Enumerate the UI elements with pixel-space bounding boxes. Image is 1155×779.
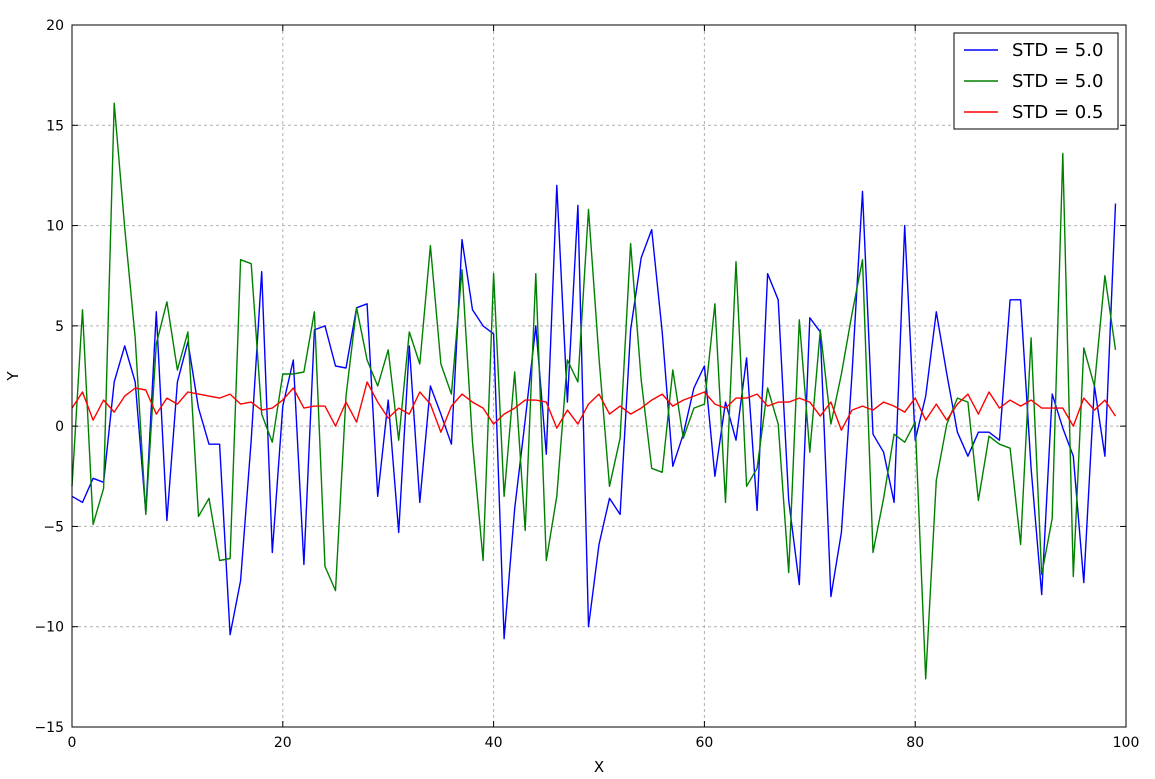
plot-background [72, 25, 1126, 727]
y-tick-label: 5 [55, 319, 64, 335]
series-line-2 [71, 381, 1117, 433]
x-tick-label: 60 [695, 735, 713, 751]
y-tick-label: 20 [46, 18, 64, 34]
x-tick-label: 40 [485, 735, 503, 751]
x-tick-label: 80 [906, 735, 924, 751]
x-axis-label: X [594, 758, 604, 776]
legend-label-0: STD = 5.0 [1012, 40, 1103, 61]
legend-label-2: STD = 0.5 [1012, 102, 1103, 123]
y-tick-label: −10 [34, 620, 64, 636]
legend-label-1: STD = 5.0 [1012, 71, 1103, 92]
y-tick-label: 10 [46, 219, 64, 235]
series-line-0 [71, 184, 1117, 640]
x-tick-label: 100 [1113, 735, 1140, 751]
x-tick-label: 20 [274, 735, 292, 751]
series-line-1 [71, 102, 1117, 680]
legend: STD = 5.0 STD = 5.0 STD = 0.5 [953, 32, 1119, 130]
y-axis-label: Y [4, 371, 22, 382]
y-tick-label: −5 [43, 519, 64, 535]
axis-ticks: 0 20 40 60 80 100 −15 −10 −5 0 5 10 15 20 [34, 18, 1139, 751]
plot-frame [71, 24, 1127, 728]
grid-lines [72, 25, 1126, 727]
y-tick-label: −15 [34, 720, 64, 736]
x-tick-label: 0 [68, 735, 77, 751]
series-group [71, 102, 1117, 680]
y-tick-label: 0 [55, 419, 64, 435]
y-tick-label: 15 [46, 118, 64, 134]
